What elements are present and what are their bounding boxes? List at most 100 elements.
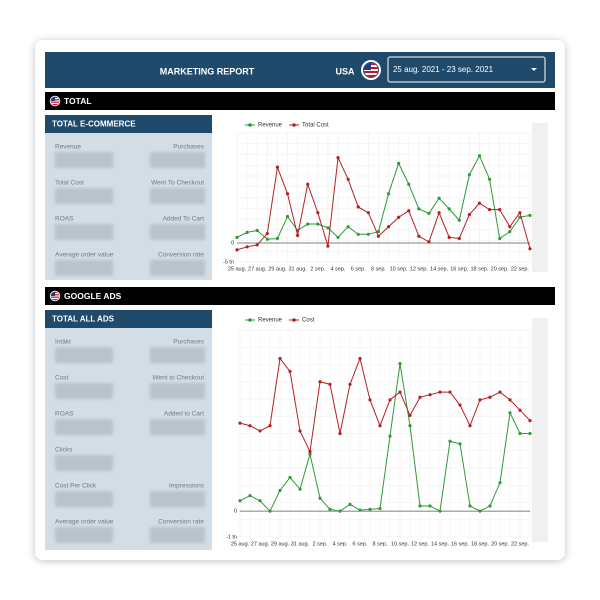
metric-value — [55, 419, 113, 435]
data-point — [275, 165, 280, 169]
data-point — [308, 450, 312, 454]
data-point — [378, 506, 382, 511]
series-line — [236, 155, 531, 251]
x-tick-label: 16 sep. — [451, 541, 470, 547]
data-point — [498, 208, 502, 212]
data-point — [288, 475, 292, 480]
data-point — [336, 156, 340, 160]
metric-label: Average order value — [55, 519, 114, 526]
x-tick-label: 25 aug. — [228, 266, 247, 272]
y-tick-label: -5 tn — [223, 259, 234, 265]
metric-value — [55, 383, 113, 399]
x-tick-label: 31 aug. — [291, 541, 310, 547]
data-point — [458, 403, 462, 407]
data-point — [366, 211, 370, 215]
section-bar — [45, 92, 555, 110]
flag-body — [50, 96, 60, 106]
flag-stripe — [50, 299, 60, 301]
data-point — [245, 230, 249, 235]
data-point — [427, 240, 431, 244]
metric-value — [150, 152, 205, 168]
flag-body — [50, 291, 60, 301]
data-point — [487, 177, 492, 181]
date-range[interactable]: 25 aug. 2021 - 23 sep. 2021 — [393, 65, 494, 74]
data-point — [326, 226, 330, 230]
data-point — [388, 398, 392, 402]
chart-side — [532, 318, 548, 542]
data-point — [346, 177, 350, 181]
data-point — [477, 154, 482, 158]
data-point — [447, 235, 451, 239]
x-tick-label: 22 sep. — [511, 266, 530, 272]
date-picker[interactable] — [387, 56, 546, 83]
x-tick-label: 2 sep. — [313, 541, 328, 547]
data-point — [348, 382, 352, 386]
data-point — [458, 442, 462, 446]
data-point — [447, 207, 451, 211]
data-point — [488, 504, 492, 508]
data-point — [326, 244, 330, 248]
metric-value — [55, 491, 113, 507]
section-title: TOTAL — [64, 96, 92, 106]
data-point — [278, 356, 282, 361]
data-point — [478, 398, 482, 402]
metric-value — [55, 188, 113, 204]
metric-value — [150, 527, 205, 543]
dropdown-caret — [531, 68, 537, 71]
data-point — [518, 431, 522, 436]
data-point — [265, 237, 269, 241]
data-point — [386, 225, 391, 229]
data-point — [427, 211, 431, 216]
metric-value — [150, 224, 205, 240]
section-title: GOOGLE ADS — [64, 291, 122, 301]
metric-label: Average order value — [55, 252, 114, 259]
metric-value — [55, 152, 113, 168]
x-tick-label: 14 sep. — [431, 541, 450, 547]
data-point — [397, 215, 401, 219]
data-point — [417, 207, 421, 211]
data-point — [358, 508, 362, 512]
data-point — [275, 236, 280, 241]
metric-label: Purchases — [173, 339, 204, 346]
data-point — [417, 234, 421, 238]
data-point — [376, 234, 381, 238]
metric-value — [55, 260, 113, 276]
x-tick-label: 31 aug. — [288, 266, 307, 272]
metric-value — [150, 419, 205, 435]
data-point — [278, 488, 282, 493]
data-point — [518, 408, 522, 412]
data-point — [245, 245, 249, 249]
x-tick-label: 12 sep. — [410, 266, 429, 272]
metric-label: ROAS — [55, 216, 74, 223]
metric-label: Conversion rate — [158, 252, 204, 259]
data-point — [448, 439, 452, 443]
data-point — [498, 390, 502, 394]
data-point — [316, 211, 320, 215]
data-point — [488, 395, 492, 399]
flag — [49, 95, 61, 107]
data-point — [255, 228, 259, 233]
data-point — [366, 232, 370, 236]
data-point — [288, 369, 292, 373]
data-point — [487, 208, 492, 212]
data-point — [407, 209, 411, 213]
legend-dot — [248, 318, 252, 322]
x-tick-label: 20 sep. — [491, 266, 510, 272]
x-tick-label: 27 aug. — [248, 266, 267, 272]
data-point — [388, 434, 392, 438]
metric-value — [55, 347, 113, 363]
report-title: MARKETING REPORT — [160, 66, 255, 76]
data-point — [528, 213, 532, 217]
metric-value — [150, 188, 205, 204]
x-tick-label: 14 sep. — [430, 266, 449, 272]
flag — [49, 290, 61, 302]
data-point — [258, 499, 262, 503]
data-point — [248, 424, 252, 428]
data-point — [468, 424, 472, 428]
kpi-panel-title: TOTAL E-COMMERCE — [52, 120, 136, 129]
data-point — [398, 390, 402, 394]
data-point — [316, 222, 320, 226]
metric-label: Clicks — [55, 447, 73, 454]
data-point — [498, 481, 502, 485]
